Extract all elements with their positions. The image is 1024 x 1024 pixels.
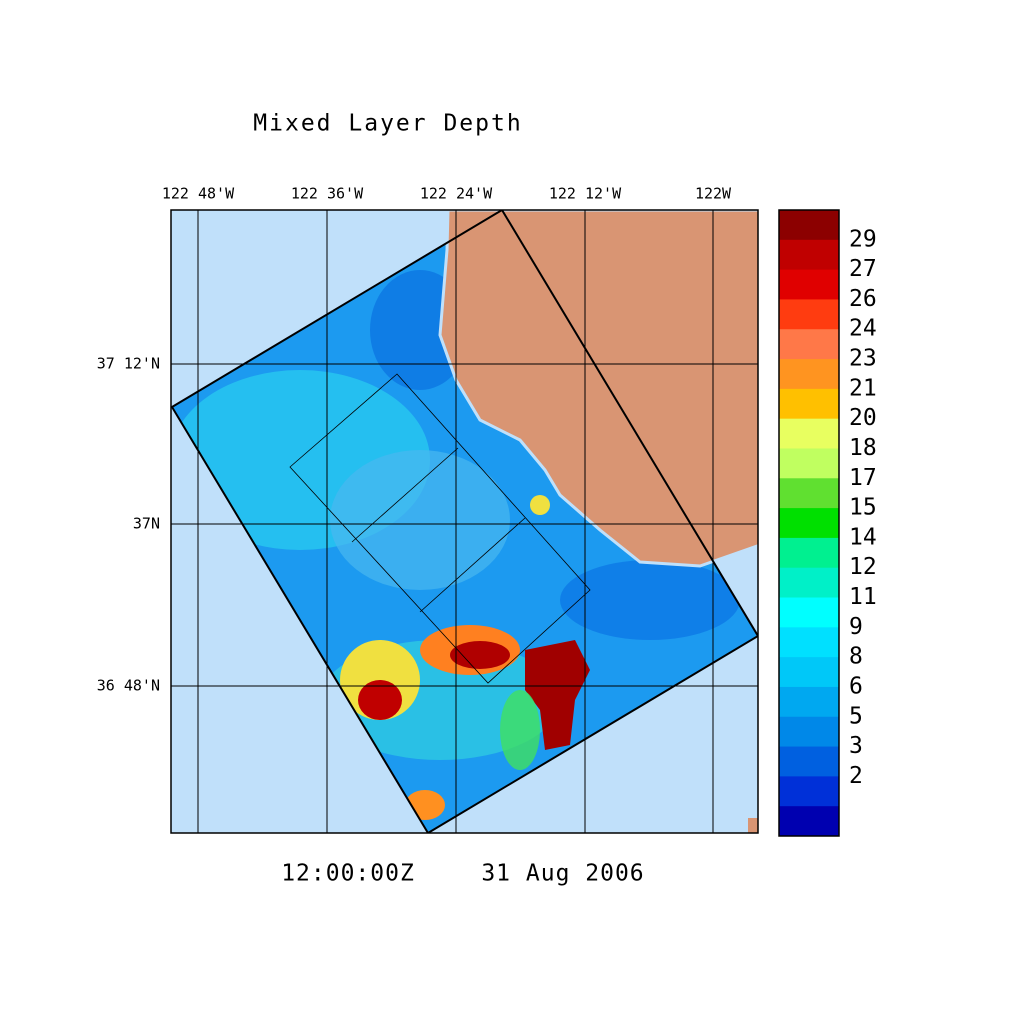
colorbar-swatch — [779, 269, 839, 300]
map — [171, 210, 758, 833]
colorbar-label: 9 — [849, 614, 863, 640]
colorbar-label: 12 — [849, 554, 877, 580]
colorbar-swatch — [779, 746, 839, 777]
colorbar-swatch — [779, 657, 839, 688]
latitude-label: 36 48'N — [97, 677, 160, 695]
colorbar-swatch — [779, 776, 839, 807]
land — [748, 818, 758, 833]
colorbar-label: 27 — [849, 256, 877, 282]
longitude-label: 122 48'W — [162, 185, 235, 203]
colorbar-label: 3 — [849, 733, 863, 759]
colorbar-label: 5 — [849, 703, 863, 729]
colorbar-label: 2 — [849, 763, 863, 789]
colorbar-swatch — [779, 329, 839, 360]
longitude-label: 122 36'W — [291, 185, 364, 203]
colorbar-swatch — [779, 806, 839, 837]
latitude-label: 37 12'N — [97, 355, 160, 373]
colorbar-label: 24 — [849, 316, 877, 342]
colorbar-swatch — [779, 210, 839, 241]
longitude-label: 122 12'W — [549, 185, 622, 203]
colorbar-swatch — [779, 627, 839, 658]
colorbar-swatch — [779, 478, 839, 509]
colorbar-label: 29 — [849, 226, 877, 252]
colorbar-label: 11 — [849, 584, 877, 610]
colorbar-swatch — [779, 567, 839, 599]
colorbar-swatch — [779, 508, 839, 539]
colorbar-swatch — [779, 448, 839, 479]
latitude-labels: 37 12'N 37N 36 48'N — [97, 355, 160, 695]
domain-outline — [171, 210, 758, 833]
colorbar-swatch — [779, 299, 839, 330]
colorbar-swatch — [779, 359, 839, 390]
latitude-label: 37N — [133, 515, 160, 533]
colorbar-swatch — [779, 597, 839, 628]
title: Mixed Layer Depth — [253, 111, 522, 137]
longitude-label: 122W — [695, 185, 732, 203]
colorbar-swatch — [779, 239, 839, 271]
map-frame — [170, 209, 759, 834]
colorbar-label: 20 — [849, 405, 877, 431]
colorbar-frame — [778, 209, 840, 837]
colorbar-label: 6 — [849, 673, 863, 699]
time: 12:00:00Z — [281, 861, 415, 887]
date: 31 Aug 2006 — [481, 861, 644, 887]
colorbar-swatch — [779, 716, 839, 748]
colorbar-swatch — [779, 418, 839, 449]
colorbar-label: 21 — [849, 375, 877, 401]
colorbar-label: 26 — [849, 286, 877, 312]
longitude-label: 122 24'W — [420, 185, 493, 203]
colorbar-label: 23 — [849, 346, 877, 372]
colorbar-label: 15 — [849, 495, 877, 521]
longitude-labels: 122 48'W 122 36'W 122 24'W 122 12'W 122W — [162, 185, 732, 203]
colorbar-swatch — [779, 388, 839, 420]
colorbar-label: 17 — [849, 465, 877, 491]
colorbar-label: 18 — [849, 435, 877, 461]
colorbar: 29 27 26 24 23 21 20 18 17 15 14 12 11 9 8 6 5 3 2 — [778, 209, 877, 837]
colorbar-label: 14 — [849, 524, 877, 550]
land — [438, 210, 758, 568]
colorbar-label: 8 — [849, 644, 863, 670]
colorbar-swatch — [779, 686, 839, 718]
subdomain-boxes — [289, 373, 591, 684]
colorbar-swatch — [779, 537, 839, 569]
